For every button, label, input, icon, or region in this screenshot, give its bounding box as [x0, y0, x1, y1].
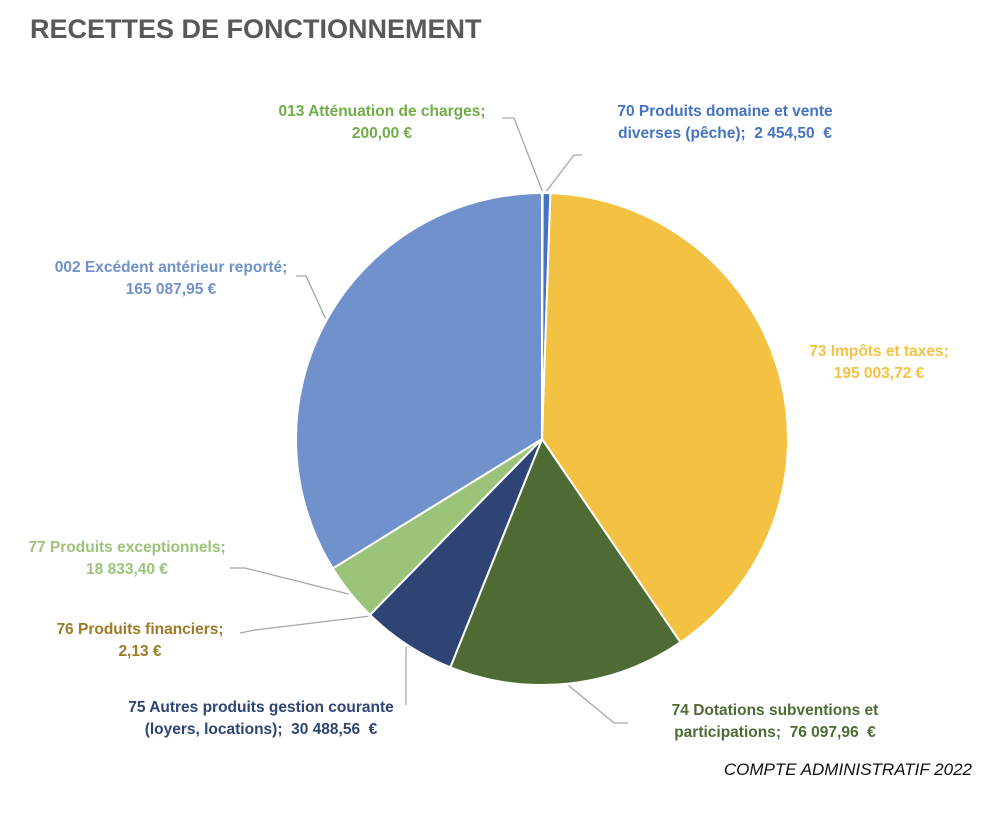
leader-line-6 [230, 567, 349, 595]
data-label-74: 74 Dotations subventions et participatio… [671, 702, 879, 741]
leader-line-1 [546, 154, 582, 192]
data-label-76: 76 Produits financiers; 2,13 € [56, 621, 224, 660]
data-label-002: 002 Excédent antérieur reporté; 165 087,… [54, 259, 288, 298]
data-label-73: 73 Impôts et taxes; 195 003,72 € [809, 343, 949, 382]
leader-line-5 [239, 615, 369, 634]
pie-slice-2 [540, 192, 789, 644]
chart-title: RECETTES DE FONCTIONNEMENT [30, 14, 482, 44]
leader-lines [230, 117, 628, 724]
leader-line-3 [568, 685, 628, 724]
data-label-75: 75 Autres produits gestion courante (loy… [128, 699, 394, 738]
footer-caption: COMPTE ADMINISTRATIF 2022 [723, 760, 972, 779]
pie-slice-3 [449, 436, 682, 686]
leader-line-7 [296, 275, 326, 319]
pie-slices [295, 191, 789, 686]
data-label-013: 013 Atténuation de charges; 200,00 € [278, 103, 486, 142]
pie-slice-7 [295, 191, 543, 570]
data-label-70: 70 Produits domaine et vente diverses (p… [617, 103, 833, 142]
data-label-77: 77 Produits exceptionnels; 18 833,40 € [28, 539, 226, 578]
leader-line-0 [502, 117, 543, 192]
